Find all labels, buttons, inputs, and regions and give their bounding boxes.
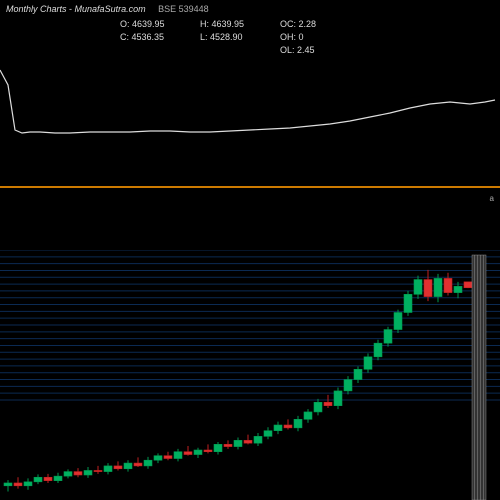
ohlc-high: H: 4639.95 (200, 18, 280, 31)
upper-line-chart (0, 40, 500, 185)
chart-title: Monthly Charts (6, 4, 67, 14)
chart-header: Monthly Charts - MunafaSutra.com BSE 539… (6, 4, 209, 14)
site-name: MunafaSutra.com (75, 4, 146, 14)
corner-label: a (490, 194, 494, 203)
ohlc-oc: OC: 2.28 (280, 18, 360, 31)
ohlc-open: O: 4639.95 (120, 18, 200, 31)
panel-divider (0, 186, 500, 188)
lower-candle-chart (0, 250, 500, 500)
ticker-code: BSE 539448 (158, 4, 209, 14)
